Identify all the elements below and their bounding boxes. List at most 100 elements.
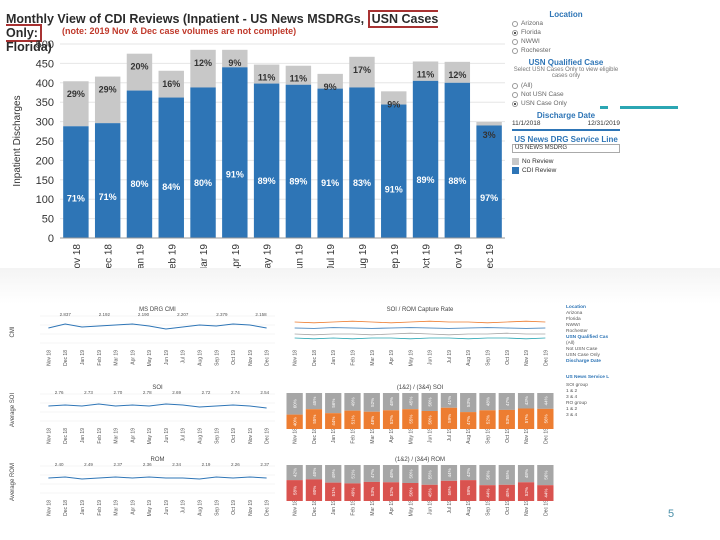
stack-bar-bottom[interactable] (325, 482, 342, 501)
bar-cdi-review[interactable] (412, 80, 439, 238)
stack-bar-top[interactable] (286, 465, 303, 481)
bar-cdi-review[interactable] (94, 123, 121, 238)
radio-icon[interactable] (512, 100, 518, 107)
bar-no-review[interactable] (476, 121, 502, 126)
stack-bar-top[interactable] (460, 393, 477, 413)
stack-bar-top[interactable] (363, 465, 380, 482)
stack-bar-bottom[interactable] (363, 411, 380, 429)
stack-bar-top[interactable] (344, 465, 361, 484)
bar-no-review[interactable] (317, 73, 343, 89)
date-end[interactable]: 12/31/2019 (587, 120, 620, 127)
stack-bar-bottom[interactable] (460, 480, 477, 501)
stack-bar-top[interactable] (498, 393, 515, 410)
stack-bar-bottom[interactable] (460, 412, 477, 429)
stack-bar-bottom[interactable] (479, 485, 496, 501)
bar-no-review[interactable] (158, 70, 184, 98)
stack-bar-top[interactable] (440, 465, 458, 481)
service-select[interactable]: US NEWS MSDRG (512, 144, 620, 153)
stack-bar-bottom[interactable] (498, 409, 515, 429)
stack-bar-top[interactable] (421, 465, 438, 485)
stack-bar-top[interactable] (537, 465, 554, 486)
stack-bar-bottom[interactable] (286, 414, 303, 429)
bar-no-review[interactable] (285, 65, 312, 85)
bar-no-review[interactable] (412, 61, 439, 81)
stack-bar-top[interactable] (325, 393, 342, 414)
bar-cdi-review[interactable] (190, 87, 216, 239)
stack-bar-top[interactable] (479, 393, 496, 411)
stack-bar-bottom[interactable] (440, 480, 458, 501)
bar-no-review[interactable] (94, 76, 121, 124)
bar-cdi-review[interactable] (381, 104, 407, 238)
stack-bar-bottom[interactable] (402, 483, 419, 501)
bar-no-review[interactable] (190, 49, 216, 88)
location-option[interactable]: Arizona (512, 19, 620, 28)
stack-bar-top[interactable] (537, 393, 554, 409)
stack-bar-bottom[interactable] (421, 411, 438, 429)
stack-bar-bottom[interactable] (344, 410, 361, 429)
stack-bar-bottom[interactable] (517, 482, 535, 501)
stack-bar-bottom[interactable] (479, 410, 496, 429)
stack-bar-bottom[interactable] (305, 409, 323, 429)
stack-bar-top[interactable] (517, 465, 535, 483)
stack-bar-top[interactable] (382, 465, 400, 483)
stack-bar-top[interactable] (421, 393, 438, 411)
radio-icon[interactable] (512, 82, 518, 89)
stack-bar-bottom[interactable] (382, 482, 400, 501)
stack-bar-top[interactable] (325, 465, 342, 483)
bar-cdi-review[interactable] (63, 126, 89, 238)
stack-bar-top[interactable] (305, 465, 323, 480)
bar-no-review[interactable] (349, 56, 375, 88)
bar-no-review[interactable] (444, 61, 471, 83)
bar-no-review[interactable] (222, 49, 248, 68)
stack-bar-bottom[interactable] (537, 485, 554, 501)
location-option[interactable]: Florida (512, 28, 620, 37)
stack-bar-top[interactable] (344, 393, 361, 411)
date-start[interactable]: 11/1/2018 (512, 120, 541, 127)
bar-cdi-review[interactable] (126, 90, 153, 238)
stack-bar-bottom[interactable] (498, 484, 515, 501)
radio-icon[interactable] (512, 91, 518, 98)
bar-cdi-review[interactable] (476, 125, 502, 238)
location-option[interactable]: NWWI (512, 37, 620, 46)
date-slider[interactable] (512, 129, 620, 131)
location-option[interactable]: Rochester (512, 46, 620, 55)
usn-option[interactable]: USN Case Only (512, 99, 620, 108)
radio-icon[interactable] (512, 29, 518, 36)
stack-bar-bottom[interactable] (537, 408, 554, 429)
stack-bar-top[interactable] (498, 465, 515, 485)
stack-bar-bottom[interactable] (363, 481, 380, 501)
bar-cdi-review[interactable] (349, 87, 375, 239)
bar-no-review[interactable] (381, 91, 407, 105)
stack-bar-top[interactable] (440, 393, 458, 408)
stack-bar-bottom[interactable] (517, 408, 535, 429)
radio-icon[interactable] (512, 47, 518, 54)
bar-cdi-review[interactable] (158, 97, 184, 238)
bar-no-review[interactable] (253, 64, 280, 84)
bar-cdi-review[interactable] (222, 67, 248, 238)
stack-bar-top[interactable] (517, 393, 535, 409)
bar-cdi-review[interactable] (285, 84, 312, 238)
stack-bar-top[interactable] (305, 393, 323, 410)
stack-bar-bottom[interactable] (421, 484, 438, 501)
usn-option[interactable]: (All) (512, 81, 620, 90)
radio-icon[interactable] (512, 38, 518, 45)
stack-bar-top[interactable] (363, 393, 380, 412)
stack-bar-top[interactable] (402, 393, 419, 410)
bar-cdi-review[interactable] (444, 82, 471, 238)
stack-bar-bottom[interactable] (344, 483, 361, 501)
stack-bar-top[interactable] (460, 465, 477, 481)
radio-icon[interactable] (512, 20, 518, 27)
bar-cdi-review[interactable] (317, 88, 343, 238)
stack-bar-bottom[interactable] (325, 413, 342, 429)
stack-bar-top[interactable] (286, 393, 303, 415)
stack-bar-top[interactable] (479, 465, 496, 486)
stack-bar-bottom[interactable] (440, 407, 458, 429)
stack-bar-bottom[interactable] (286, 480, 303, 501)
usn-option[interactable]: Not USN Case (512, 90, 620, 99)
bar-no-review[interactable] (126, 53, 153, 91)
stack-bar-top[interactable] (402, 465, 419, 483)
stack-bar-top[interactable] (382, 393, 400, 411)
stack-bar-bottom[interactable] (382, 410, 400, 429)
bar-no-review[interactable] (63, 81, 89, 127)
stack-bar-bottom[interactable] (402, 409, 419, 429)
